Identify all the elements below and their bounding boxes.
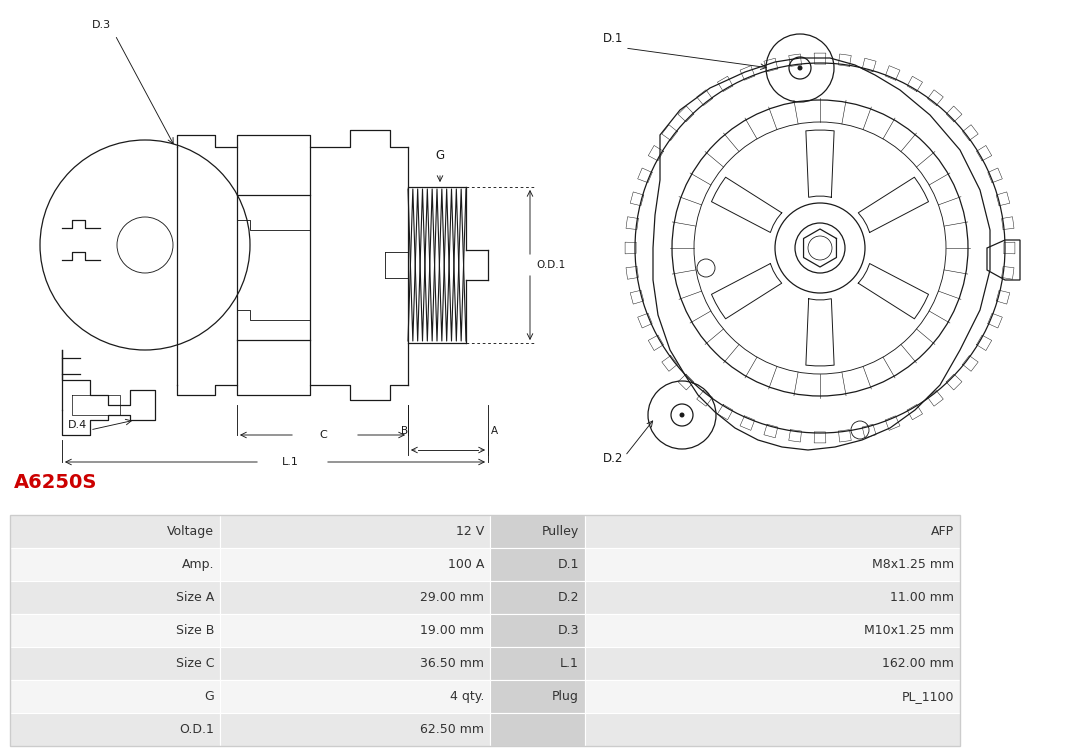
Text: AFP: AFP — [931, 525, 954, 538]
Bar — [10, 713, 220, 746]
Text: B: B — [402, 426, 408, 436]
Bar — [220, 515, 490, 548]
Text: D.2: D.2 — [603, 452, 623, 465]
Text: L.1: L.1 — [282, 457, 298, 467]
Text: A: A — [491, 426, 498, 436]
Text: L.1: L.1 — [561, 657, 579, 670]
Bar — [10, 614, 220, 647]
Bar — [220, 713, 490, 746]
Circle shape — [679, 413, 685, 417]
Bar — [10, 515, 960, 746]
Text: D.3: D.3 — [557, 624, 579, 637]
Bar — [490, 614, 585, 647]
Bar — [490, 680, 585, 713]
Bar — [220, 548, 490, 581]
Text: 62.50 mm: 62.50 mm — [420, 723, 484, 736]
Bar — [220, 614, 490, 647]
Text: Voltage: Voltage — [167, 525, 214, 538]
Bar — [10, 647, 220, 680]
Text: Plug: Plug — [552, 690, 579, 703]
Bar — [585, 581, 960, 614]
Bar — [490, 548, 585, 581]
Text: O.D.1: O.D.1 — [536, 260, 565, 270]
Text: M8x1.25 mm: M8x1.25 mm — [872, 558, 954, 571]
Bar — [220, 647, 490, 680]
Text: 12 V: 12 V — [456, 525, 484, 538]
Text: Size C: Size C — [175, 657, 214, 670]
Text: G: G — [204, 690, 214, 703]
Text: 4 qty.: 4 qty. — [449, 690, 484, 703]
Text: C: C — [319, 430, 327, 440]
Text: A6250S: A6250S — [14, 473, 97, 492]
Bar — [10, 515, 220, 548]
Bar — [490, 713, 585, 746]
Text: PL_1100: PL_1100 — [902, 690, 954, 703]
Text: 100 A: 100 A — [447, 558, 484, 571]
Bar — [490, 647, 585, 680]
Text: 19.00 mm: 19.00 mm — [420, 624, 484, 637]
Text: O.D.1: O.D.1 — [179, 723, 214, 736]
Bar — [490, 581, 585, 614]
Circle shape — [797, 66, 802, 71]
Bar — [585, 713, 960, 746]
Bar — [585, 680, 960, 713]
Bar — [220, 680, 490, 713]
Bar — [220, 581, 490, 614]
Text: D.2: D.2 — [557, 591, 579, 604]
Text: D.1: D.1 — [603, 32, 623, 45]
Bar — [490, 515, 585, 548]
Bar — [585, 647, 960, 680]
Bar — [10, 581, 220, 614]
Bar — [10, 548, 220, 581]
Text: D.4: D.4 — [68, 420, 87, 430]
Text: 162.00 mm: 162.00 mm — [882, 657, 954, 670]
Bar — [585, 515, 960, 548]
Text: Size A: Size A — [176, 591, 214, 604]
Text: Size B: Size B — [176, 624, 214, 637]
Text: D.1: D.1 — [557, 558, 579, 571]
Bar — [10, 680, 220, 713]
Text: Amp.: Amp. — [181, 558, 214, 571]
Text: 36.50 mm: 36.50 mm — [420, 657, 484, 670]
Text: D.3: D.3 — [92, 20, 111, 30]
Text: 11.00 mm: 11.00 mm — [890, 591, 954, 604]
Text: M10x1.25 mm: M10x1.25 mm — [864, 624, 954, 637]
Text: 29.00 mm: 29.00 mm — [420, 591, 484, 604]
Text: Pulley: Pulley — [542, 525, 579, 538]
Bar — [585, 548, 960, 581]
Bar — [585, 614, 960, 647]
Text: G: G — [435, 149, 445, 162]
